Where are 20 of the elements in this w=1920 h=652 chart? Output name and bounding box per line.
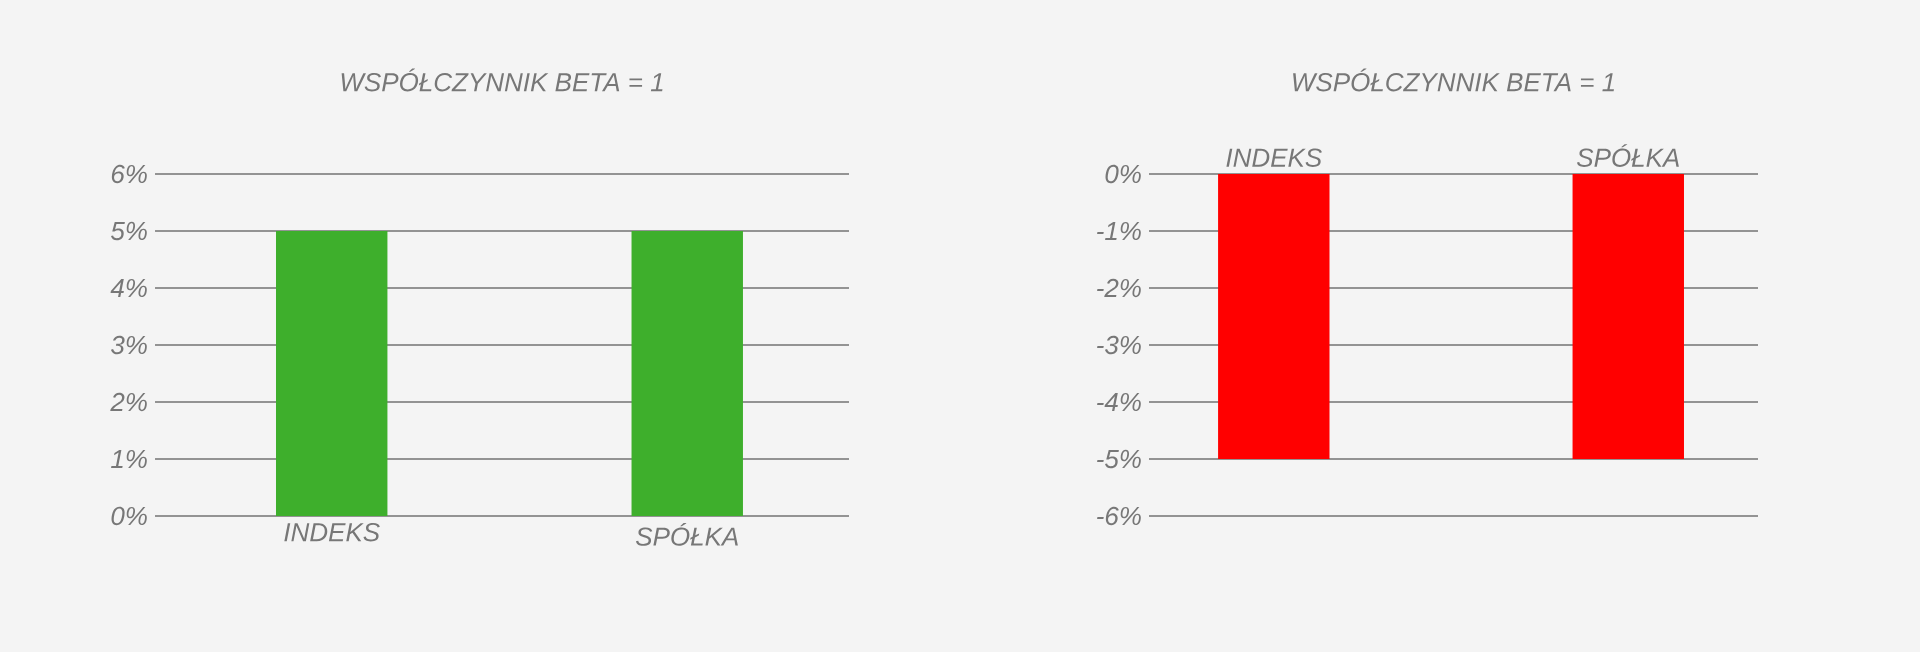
y-tick-label: 5% [110,221,147,241]
y-tick-label: -5% [1097,449,1141,469]
x-tick-label: INDEKS [284,523,380,542]
chart-title: WSPÓŁCZYNNIK BETA = 1 [1293,68,1614,92]
y-tick-label: 6% [111,164,147,184]
y-tick-label: 2% [110,392,147,412]
y-tick-label: -1% [1097,221,1141,241]
y-tick-label: 0% [111,506,147,526]
y-tick-label: -4% [1097,392,1141,412]
y-tick-label: 0% [1105,164,1141,184]
chart-title: WSPÓŁCZYNNIK BETA = 1 [341,68,663,92]
y-tick-label: 4% [110,278,147,298]
y-tick-label: -2% [1097,278,1141,298]
x-tick-label: SPÓŁKA [1576,144,1679,167]
x-tick-label: INDEKS [1226,148,1322,167]
y-tick-label: -6% [1097,506,1141,526]
y-tick-label: 1% [111,449,147,469]
x-tick-label: SPÓŁKA [635,523,738,546]
y-tick-label: 3% [110,335,147,355]
y-tick-label: -3% [1097,335,1141,355]
